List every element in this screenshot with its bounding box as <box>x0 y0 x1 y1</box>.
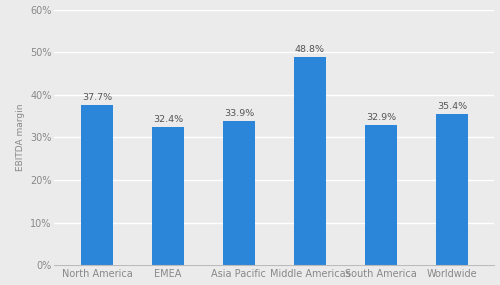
Text: 48.8%: 48.8% <box>295 45 325 54</box>
Bar <box>223 121 255 265</box>
Text: 33.9%: 33.9% <box>224 109 254 118</box>
Bar <box>81 105 113 265</box>
Bar <box>294 57 326 265</box>
Bar <box>152 127 184 265</box>
Y-axis label: EBITDA margin: EBITDA margin <box>16 104 24 171</box>
Bar <box>365 125 397 265</box>
Text: 32.4%: 32.4% <box>153 115 183 124</box>
Bar <box>436 114 468 265</box>
Text: 37.7%: 37.7% <box>82 93 112 102</box>
Text: 35.4%: 35.4% <box>437 102 467 111</box>
Text: 32.9%: 32.9% <box>366 113 396 122</box>
